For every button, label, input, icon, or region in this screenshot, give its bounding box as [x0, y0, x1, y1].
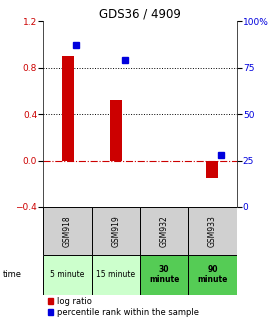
Bar [140, 207, 188, 255]
Text: GSM932: GSM932 [160, 215, 169, 247]
Text: GSM919: GSM919 [111, 215, 120, 247]
Legend: log ratio, percentile rank within the sample: log ratio, percentile rank within the sa… [48, 297, 199, 317]
Text: 90
minute: 90 minute [197, 265, 228, 284]
Bar [110, 100, 122, 161]
Bar [43, 255, 92, 295]
Bar [140, 255, 188, 295]
Text: 5 minute: 5 minute [50, 270, 85, 279]
Bar [62, 56, 74, 161]
Bar [206, 161, 218, 178]
Text: 30
minute: 30 minute [149, 265, 179, 284]
Bar [92, 207, 140, 255]
Text: time: time [3, 270, 22, 279]
Bar [43, 207, 92, 255]
Bar [188, 207, 237, 255]
Bar [188, 255, 237, 295]
Text: 15 minute: 15 minute [96, 270, 136, 279]
Bar [92, 255, 140, 295]
Text: GSM933: GSM933 [208, 215, 217, 247]
Text: GSM918: GSM918 [63, 215, 72, 247]
Title: GDS36 / 4909: GDS36 / 4909 [99, 7, 181, 20]
